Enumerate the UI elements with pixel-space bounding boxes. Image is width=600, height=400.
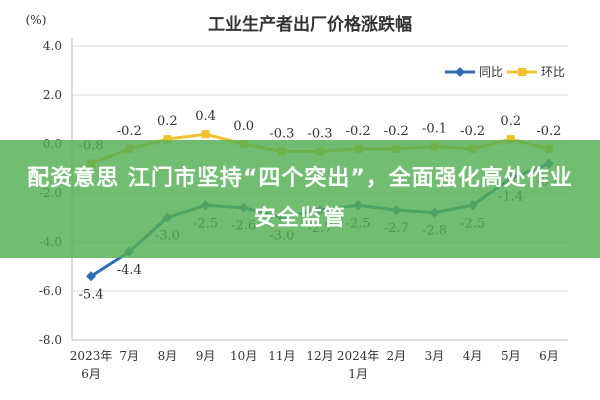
legend-label: 同比 <box>479 65 503 79</box>
data-label: -0.2 <box>346 124 371 139</box>
x-tick-label: 2月 <box>386 349 406 363</box>
x-tick-label: 8月 <box>158 349 178 363</box>
x-tick-labels: 2023年 6月 7月 8月 9月 10月 11月 12月 2024年 1月 2月 3月 4月 5月 6月 <box>70 349 559 381</box>
data-label: 0.4 <box>195 109 216 124</box>
x-tick-label: 6月 <box>539 349 559 363</box>
y-tick-label: -6.0 <box>39 284 62 298</box>
x-tick-label: 10月 <box>230 349 257 363</box>
data-label: 0.2 <box>157 114 178 129</box>
data-label: -0.2 <box>117 124 142 139</box>
data-label: -0.3 <box>269 126 294 141</box>
data-label: -0.3 <box>307 126 332 141</box>
data-point <box>163 135 172 144</box>
data-point <box>201 130 210 139</box>
x-tick-label: 11月 <box>268 349 295 363</box>
x-tick-label: 12月 <box>306 349 333 363</box>
headline-banner[interactable]: 配资意思 江门市坚持“四个突出”，全面强化高处作业安全监管 <box>0 140 600 258</box>
y-axis-unit-label: (%) <box>26 13 47 27</box>
x-tick-label: 2024年 1月 <box>337 349 380 381</box>
data-label: -0.2 <box>536 124 561 139</box>
data-point <box>86 271 97 282</box>
y-tick-label: 4.0 <box>43 39 62 53</box>
data-label: 0.2 <box>500 114 521 129</box>
data-label: -0.2 <box>384 124 409 139</box>
x-tick-label: 7月 <box>119 349 139 363</box>
chart-title: 工业生产者出厂价格涨跌幅 <box>208 14 412 35</box>
x-tick-label: 5月 <box>501 349 521 363</box>
legend-label: 环比 <box>541 65 565 79</box>
legend-marker <box>455 67 465 77</box>
data-label: -0.2 <box>460 124 485 139</box>
legend-marker <box>518 68 526 76</box>
y-tick-label: -8.0 <box>39 333 62 347</box>
y-tick-label: 2.0 <box>43 88 62 102</box>
legend: 同比 环比 <box>445 65 565 79</box>
data-label: -4.4 <box>117 263 142 278</box>
x-tick-label: 4月 <box>463 349 483 363</box>
x-tick-label: 9月 <box>196 349 216 363</box>
headline-text[interactable]: 配资意思 江门市坚持“四个突出”，全面强化高处作业安全监管 <box>27 166 573 231</box>
data-label: 0.0 <box>233 119 254 134</box>
data-label: -0.1 <box>422 121 447 136</box>
data-label: -5.4 <box>79 287 104 302</box>
x-tick-label: 2023年 6月 <box>70 349 113 381</box>
x-tick-label: 3月 <box>425 349 445 363</box>
data-point <box>506 135 515 144</box>
